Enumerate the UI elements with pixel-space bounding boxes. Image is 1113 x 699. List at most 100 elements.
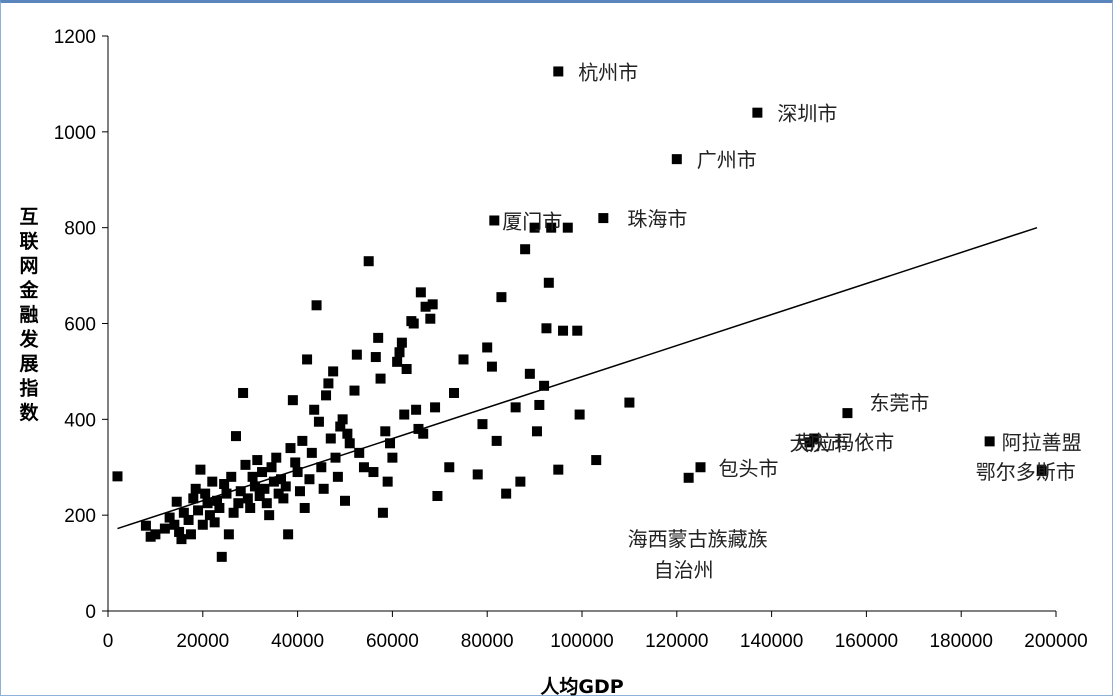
data-point (399, 409, 410, 420)
data-point (261, 498, 272, 509)
data-point (458, 354, 469, 365)
data-point (321, 390, 332, 401)
labeled-data-point (752, 107, 763, 118)
data-point (242, 493, 253, 504)
data-point (546, 222, 557, 233)
data-point (268, 476, 279, 487)
data-point (304, 474, 315, 485)
data-point (335, 421, 346, 432)
point-annotation: 大庆市 (790, 431, 850, 455)
data-point (299, 502, 310, 513)
point-annotation: 自治州 (654, 558, 714, 582)
data-point (396, 337, 407, 348)
data-point (183, 514, 194, 525)
data-point (164, 512, 175, 523)
data-point (387, 452, 398, 463)
data-point (325, 433, 336, 444)
data-point (188, 493, 199, 504)
point-annotation: 阿拉善盟 (1002, 430, 1082, 454)
x-tick-label: 140000 (740, 631, 803, 652)
data-point (283, 529, 294, 540)
data-point (591, 455, 602, 466)
data-point (223, 529, 234, 540)
labeled-data-point (553, 66, 564, 77)
axes (107, 36, 1056, 612)
point-annotation: 杭州市 (578, 60, 638, 84)
data-point (169, 519, 180, 530)
point-annotation: 鄂尔多斯市 (976, 460, 1076, 484)
data-point (193, 505, 204, 516)
data-point (313, 416, 324, 427)
data-point (278, 493, 289, 504)
x-tick-label: 180000 (929, 631, 992, 652)
data-point (430, 402, 441, 413)
data-point (373, 332, 384, 343)
data-point (176, 534, 187, 545)
data-point (245, 502, 256, 513)
data-points (112, 66, 1047, 562)
y-tick-label: 800 (64, 219, 96, 240)
data-point (332, 471, 343, 482)
data-point (316, 462, 327, 473)
data-point (418, 428, 429, 439)
data-point (328, 366, 339, 377)
data-point (427, 299, 438, 310)
data-point (292, 467, 303, 478)
data-point (185, 529, 196, 540)
data-point (209, 517, 220, 528)
data-point (472, 469, 483, 480)
data-point (408, 318, 419, 329)
data-point (515, 476, 526, 487)
data-point (501, 488, 512, 499)
x-tick-label: 160000 (835, 631, 898, 652)
y-tick-label: 1200 (54, 27, 96, 48)
labeled-data-point (984, 436, 995, 447)
data-point (572, 325, 583, 336)
data-point (380, 426, 391, 437)
data-point (510, 402, 521, 413)
data-point (226, 471, 237, 482)
labeled-data-point (671, 154, 682, 165)
data-point (520, 244, 531, 255)
data-point (252, 455, 263, 466)
data-point (534, 399, 545, 410)
data-point (297, 435, 308, 446)
data-point (351, 349, 362, 360)
data-point (624, 397, 635, 408)
data-point (529, 222, 540, 233)
data-point (491, 435, 502, 446)
labeled-data-point (842, 408, 853, 419)
x-axis-ticks: 0 20000 40000 60000 80000 100000 120000 140000 1… (103, 611, 1088, 652)
labeled-data-point (695, 462, 706, 473)
data-point (204, 510, 215, 521)
labeled-data-point (683, 472, 694, 483)
data-point (150, 529, 161, 540)
y-tick-label: 600 (64, 315, 96, 336)
data-point (219, 479, 230, 490)
point-annotation: 广州市 (697, 148, 757, 172)
x-tick-label: 200000 (1024, 631, 1087, 652)
point-annotation: 东莞市 (869, 391, 929, 415)
data-point (285, 443, 296, 454)
labeled-data-point (489, 215, 500, 226)
data-point (401, 364, 412, 375)
data-point (574, 409, 585, 420)
scatter-chart: 0 200 400 600 800 1000 1200 0 20000 40000 60000 80… (18, 27, 1088, 698)
y-tick-label: 400 (64, 410, 96, 431)
y-tick-label: 1000 (54, 123, 96, 144)
data-point (257, 467, 268, 478)
data-point (249, 481, 260, 492)
data-point (411, 404, 422, 415)
data-point (354, 447, 365, 458)
data-point (531, 426, 542, 437)
data-point (562, 222, 573, 233)
data-point (368, 467, 379, 478)
labeled-data-point (804, 437, 815, 448)
point-annotation: 厦门市 (502, 209, 562, 233)
data-point (174, 526, 185, 537)
x-tick-label: 100000 (550, 631, 613, 652)
data-point (385, 438, 396, 449)
data-point (197, 519, 208, 530)
data-point (159, 523, 170, 534)
